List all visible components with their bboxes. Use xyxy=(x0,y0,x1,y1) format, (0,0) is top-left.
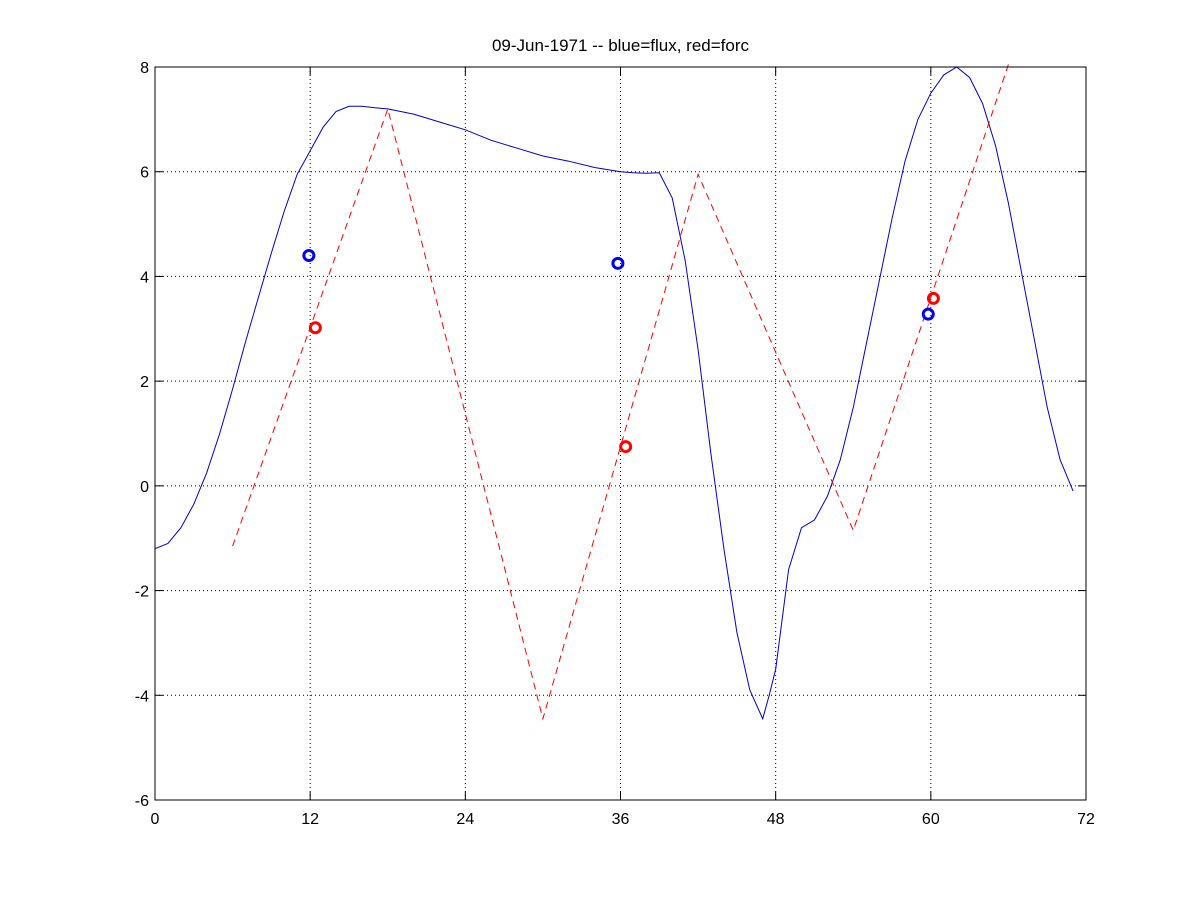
x-tick-label: 0 xyxy=(151,811,160,828)
y-tick-label: 6 xyxy=(140,165,149,182)
x-tick-label: 72 xyxy=(1077,811,1095,828)
x-tick-label: 36 xyxy=(612,811,630,828)
grid-lines xyxy=(155,67,1086,800)
x-tick-label: 48 xyxy=(767,811,785,828)
y-tick-label: 4 xyxy=(140,269,149,286)
series-line-forc xyxy=(232,64,1009,721)
x-tick-label: 12 xyxy=(301,811,319,828)
x-tick-label: 60 xyxy=(922,811,940,828)
marker-flux_marker xyxy=(302,248,316,262)
marker-forc_marker xyxy=(308,321,322,335)
y-tick-label: -6 xyxy=(135,793,149,810)
y-tick-label: -2 xyxy=(135,584,149,601)
marker-layer xyxy=(302,248,940,454)
y-tick-label: 0 xyxy=(140,479,149,496)
y-tick-label: 2 xyxy=(140,374,149,391)
series-layer xyxy=(154,64,1074,721)
chart-title: 09-Jun-1971 -- blue=flux, red=forc xyxy=(492,36,750,55)
marker-flux_marker xyxy=(921,307,935,321)
marker-forc_marker xyxy=(926,291,940,305)
marker-forc_marker xyxy=(619,440,633,454)
plot-area-frame xyxy=(154,66,1087,801)
x-tick-label: 24 xyxy=(456,811,474,828)
y-tick-label: -4 xyxy=(135,688,149,705)
series-line-flux xyxy=(154,66,1074,721)
marker-flux_marker xyxy=(611,256,625,270)
y-tick-label: 8 xyxy=(140,60,149,77)
